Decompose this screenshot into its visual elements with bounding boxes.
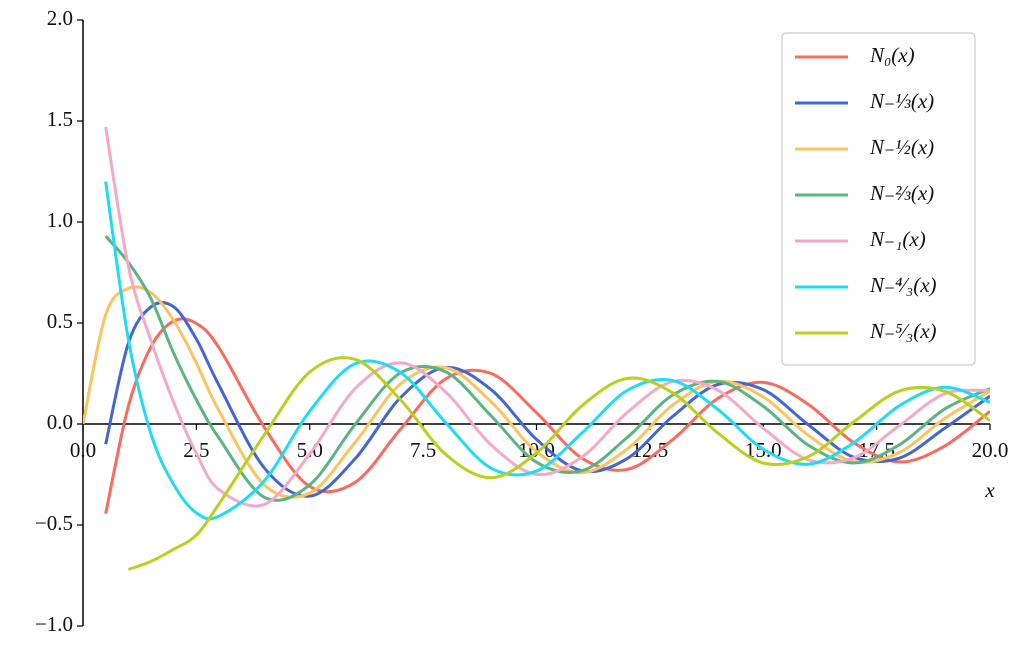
- y-tick-label: 2.0: [47, 6, 73, 30]
- legend-label: N₋⅔(x): [869, 181, 934, 205]
- y-tick-label: −1.0: [35, 612, 73, 636]
- legend-label: N₀(x): [869, 43, 915, 67]
- series-line: [83, 285, 990, 499]
- legend-label: N₋½(x): [869, 135, 934, 159]
- series-line: [104, 181, 990, 521]
- series-line: [104, 126, 990, 508]
- x-tick-label: 7.5: [410, 438, 436, 462]
- legend-label: N₋₁(x): [869, 227, 926, 251]
- y-tick-label: 0.5: [47, 309, 73, 333]
- x-tick-label: 20.0: [972, 438, 1009, 462]
- x-tick-label: 2.5: [183, 438, 209, 462]
- x-tick-label: 0.0: [70, 438, 96, 462]
- y-tick-label: 1.5: [47, 107, 73, 131]
- legend-label: N₋⁴⁄₃(x): [869, 273, 937, 297]
- legend-label: N₋⁵⁄₃(x): [869, 319, 937, 343]
- plot-area: [83, 126, 990, 571]
- y-tick-label: −0.5: [35, 511, 73, 535]
- x-axis-label: x: [984, 478, 995, 502]
- series-line: [104, 301, 990, 498]
- series-line: [127, 356, 990, 571]
- legend-label: N₋⅓(x): [869, 89, 934, 113]
- legend-box: [781, 32, 976, 366]
- y-tick-label: 1.0: [47, 208, 73, 232]
- y-tick-label: 0.0: [47, 410, 73, 434]
